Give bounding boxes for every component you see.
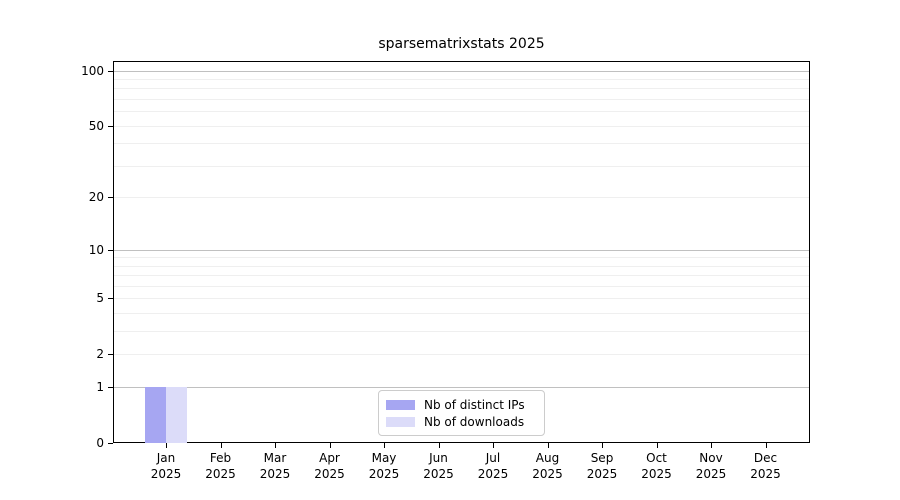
x-tick-year: 2025 — [368, 467, 400, 481]
y-axis-tick — [108, 70, 113, 72]
x-tick-year: 2025 — [532, 467, 563, 481]
minor-gridline — [114, 265, 809, 267]
x-tick-year: 2025 — [205, 467, 236, 481]
legend-entry: Nb of downloads — [386, 413, 536, 430]
x-tick-month: Oct — [646, 451, 667, 465]
x-axis-tick — [493, 443, 494, 448]
y-tick-label: 10 — [88, 242, 104, 257]
x-axis-tick — [765, 443, 767, 448]
y-axis-tick — [108, 249, 113, 251]
bar-distinct-ips — [145, 387, 166, 443]
y-tick-label: 100 — [81, 63, 104, 78]
y-tick-label: 20 — [88, 190, 104, 205]
x-tick-label: Oct 2025 — [627, 450, 687, 482]
legend-label: Nb of downloads — [424, 414, 525, 429]
x-tick-month: Mar — [263, 451, 287, 465]
y-axis-tick — [108, 125, 113, 127]
x-tick-month: Jul — [485, 451, 501, 465]
minor-gridline — [114, 313, 809, 315]
y-tick-label: 1 — [96, 380, 104, 395]
x-tick-label: Dec 2025 — [736, 450, 796, 482]
x-tick-year: 2025 — [695, 467, 727, 481]
legend-swatch — [386, 399, 415, 410]
y-axis-tick — [108, 298, 113, 300]
legend-label: Nb of distinct IPs — [424, 397, 525, 412]
x-axis-tick — [166, 443, 167, 448]
x-axis-tick — [656, 443, 658, 448]
bar-downloads — [166, 387, 187, 443]
major-gridline — [114, 70, 809, 72]
minor-gridline — [114, 275, 809, 277]
x-tick-month: Jan — [156, 451, 176, 465]
x-tick-label: Sep 2025 — [572, 450, 632, 482]
y-axis-tick — [108, 354, 113, 356]
x-tick-label: Jun 2025 — [409, 450, 469, 482]
x-axis-tick — [711, 443, 712, 448]
x-tick-year: 2025 — [586, 467, 618, 481]
x-tick-month: Nov — [699, 451, 723, 465]
y-tick-label: 5 — [96, 291, 104, 306]
x-tick-month: Feb — [209, 451, 232, 465]
x-tick-month: May — [371, 451, 397, 465]
y-tick-label: 2 — [96, 347, 104, 362]
y-axis-tick — [108, 387, 113, 389]
minor-gridline — [114, 257, 809, 259]
y-axis-tick — [108, 443, 113, 444]
x-tick-month: Apr — [319, 451, 340, 465]
minor-gridline — [114, 125, 809, 127]
legend: Nb of distinct IPs Nb of downloads — [378, 390, 545, 436]
y-tick-label: 50 — [88, 118, 104, 133]
minor-gridline — [114, 354, 809, 356]
major-gridline — [114, 387, 809, 389]
x-tick-year: 2025 — [750, 467, 781, 481]
minor-gridline — [114, 331, 809, 333]
x-tick-year: 2025 — [259, 467, 291, 481]
y-axis-tick — [108, 197, 113, 199]
plot-area — [113, 61, 810, 443]
x-tick-label: Jul 2025 — [463, 450, 523, 482]
x-tick-label: Aug 2025 — [518, 450, 578, 482]
x-axis-tick — [547, 443, 549, 448]
minor-gridline — [114, 99, 809, 101]
minor-gridline — [114, 197, 809, 199]
x-tick-month: Jun — [429, 451, 448, 465]
y-tick-label: 0 — [96, 436, 104, 450]
x-tick-month: Dec — [753, 451, 778, 465]
minor-gridline — [114, 143, 809, 145]
x-tick-month: Sep — [590, 451, 614, 465]
x-tick-label: Mar 2025 — [245, 450, 305, 482]
minor-gridline — [114, 111, 809, 113]
x-tick-label: Nov 2025 — [681, 450, 741, 482]
x-axis-tick — [329, 443, 331, 448]
minor-gridline — [114, 88, 809, 90]
x-axis-tick — [384, 443, 385, 448]
legend-entry: Nb of distinct IPs — [386, 396, 536, 413]
x-tick-year: 2025 — [477, 467, 509, 481]
x-tick-year: 2025 — [314, 467, 345, 481]
x-tick-year: 2025 — [150, 467, 182, 481]
minor-gridline — [114, 165, 809, 167]
minor-gridline — [114, 285, 809, 287]
x-tick-label: Feb 2025 — [191, 450, 251, 482]
x-axis-tick — [438, 443, 440, 448]
major-gridline — [114, 249, 809, 251]
x-tick-label: Apr 2025 — [300, 450, 360, 482]
x-axis-tick — [220, 443, 222, 448]
chart-title: sparsematrixstats 2025 — [378, 36, 545, 52]
x-tick-label: Jan 2025 — [136, 450, 196, 482]
x-axis-tick — [275, 443, 276, 448]
x-axis-tick — [602, 443, 603, 448]
x-tick-year: 2025 — [641, 467, 672, 481]
x-tick-month: Aug — [535, 451, 560, 465]
legend-swatch — [386, 416, 415, 427]
x-tick-label: May 2025 — [354, 450, 414, 482]
x-tick-year: 2025 — [423, 467, 454, 481]
minor-gridline — [114, 298, 809, 300]
minor-gridline — [114, 79, 809, 80]
